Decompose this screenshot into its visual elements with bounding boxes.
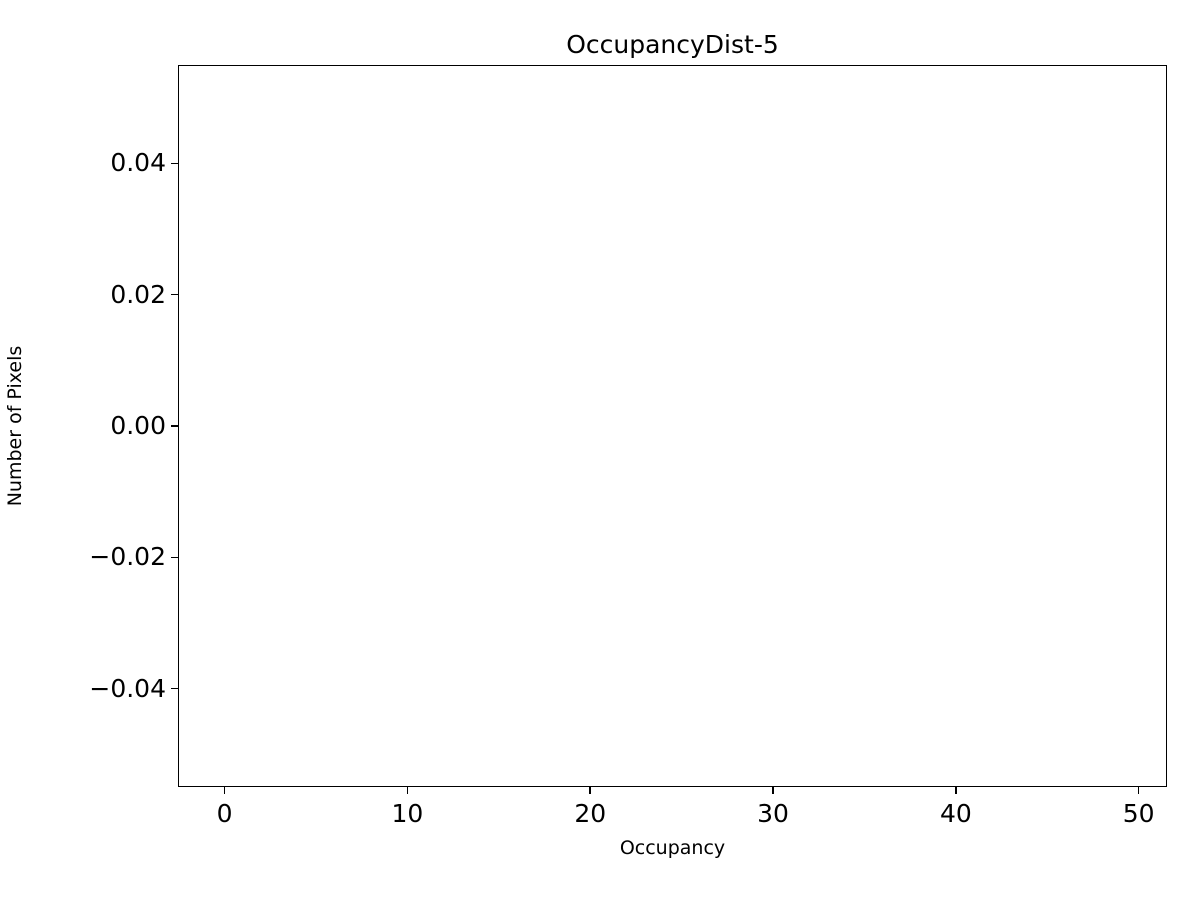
y-axis-tick-mark bbox=[171, 293, 178, 296]
plot-data-canvas bbox=[179, 66, 1166, 786]
x-axis-tick-mark bbox=[406, 787, 409, 794]
y-axis-tick-mark bbox=[171, 162, 178, 165]
x-axis-tick-label: 0 bbox=[216, 799, 233, 828]
x-axis-tick-mark bbox=[223, 787, 226, 794]
y-axis-tick-label: 0.04 bbox=[110, 148, 166, 178]
x-axis-tick-label: 50 bbox=[1122, 799, 1155, 828]
y-axis-tick-label: 0.00 bbox=[110, 411, 166, 440]
y-axis-label-wrap: Number of Pixels bbox=[0, 65, 30, 787]
y-axis-tick-mark bbox=[171, 556, 178, 559]
x-axis-tick-mark bbox=[772, 787, 774, 794]
y-axis-tick-mark bbox=[171, 687, 178, 690]
y-axis-tick-label: 0.02 bbox=[110, 279, 166, 309]
x-axis-tick-label: 40 bbox=[939, 799, 972, 828]
y-axis-label: Number of Pixels bbox=[4, 345, 26, 507]
plot-area bbox=[178, 65, 1167, 787]
x-axis-tick-label: 10 bbox=[391, 799, 424, 828]
y-axis-tick-label: −0.02 bbox=[89, 542, 166, 572]
y-axis-tick-label: −0.04 bbox=[89, 673, 166, 703]
x-axis-tick-mark bbox=[1137, 787, 1140, 794]
x-axis-tick-mark bbox=[589, 787, 591, 794]
x-axis-label: Occupancy bbox=[619, 837, 726, 859]
chart-title: OccupancyDist-5 bbox=[566, 30, 779, 59]
y-axis-tick-mark bbox=[171, 425, 178, 427]
x-axis-tick-mark bbox=[955, 787, 957, 794]
x-axis-tick-label: 20 bbox=[574, 799, 607, 828]
x-axis-tick-label: 30 bbox=[757, 799, 789, 828]
